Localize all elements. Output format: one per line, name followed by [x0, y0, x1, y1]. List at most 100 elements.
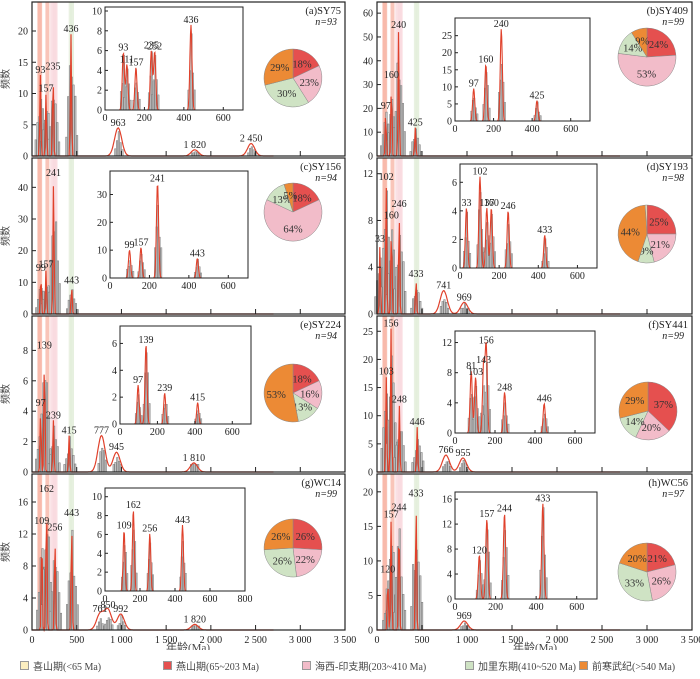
pie-slice-label: 23%	[300, 78, 320, 89]
histogram-bar	[99, 451, 102, 473]
pie-chart: 18% 23%30% 29%	[263, 48, 323, 108]
plot-frame	[376, 473, 693, 631]
pie-slice-label: 9%	[635, 36, 649, 47]
sample-count: n=93	[315, 17, 337, 28]
inset-peak-label: 93	[118, 43, 128, 54]
x-axis-label: 年龄(Ma)	[513, 640, 557, 650]
histogram-bar	[445, 461, 448, 473]
histogram-bar	[443, 299, 446, 315]
y-tick-label: 10	[363, 411, 373, 422]
x-tick-label: 3 000	[636, 635, 659, 646]
highlight-band	[70, 316, 75, 472]
histogram-bar	[411, 141, 414, 157]
inset-y-tick-label: 10	[92, 492, 102, 503]
histogram-bar	[56, 446, 59, 473]
sample-count: n=99	[662, 331, 684, 342]
histogram-bar	[394, 111, 397, 157]
pie-slice	[263, 547, 297, 578]
inset-x-tick-label: 800	[238, 594, 253, 605]
pie-slice	[283, 182, 294, 213]
histogram-bar	[418, 144, 421, 157]
peak-label: 120	[380, 565, 395, 576]
inset-y-tick-label: 0	[97, 106, 102, 117]
inset-peak-label: 160	[478, 55, 493, 66]
inset-y-tick-label: 10	[92, 7, 102, 18]
histogram-bar	[74, 95, 77, 157]
highlight-band	[382, 2, 387, 156]
y-tick-label: 0	[368, 626, 373, 637]
histogram-bar	[97, 463, 100, 473]
histogram-bar	[74, 463, 77, 473]
inset-peak-label: 157	[133, 237, 148, 248]
inset-y-tick-label: 4	[452, 206, 457, 217]
histogram-bar	[460, 307, 463, 315]
inset-y-tick-label: 0	[97, 587, 102, 598]
y-tick-label: 25	[363, 327, 373, 338]
pie-slice	[646, 542, 676, 573]
histogram-bar	[36, 609, 39, 631]
inset-peak-label: 160	[484, 198, 499, 209]
inset-peak-label: 111	[120, 54, 134, 65]
pie-slice	[617, 562, 653, 602]
histogram-bar	[114, 148, 117, 157]
legend-label: 前寒武纪(>540 Ma)	[592, 662, 676, 673]
peak-label: 433	[408, 269, 423, 280]
pie-slice-label: 26%	[273, 557, 293, 568]
peak-label: 244	[391, 503, 406, 514]
pie-slice	[618, 381, 649, 419]
inset-peak-label: 443	[175, 515, 190, 526]
pie-slice-label: 20%	[627, 554, 647, 565]
pie-slice-label: 20%	[642, 423, 662, 434]
x-tick-label: 2 500	[244, 635, 267, 646]
pie-slice	[635, 410, 670, 441]
histogram-bar	[42, 129, 45, 157]
inset-y-tick-label: 2	[452, 235, 457, 246]
plot-frame	[31, 1, 346, 157]
inset-plot: 0 200 400 600 0 2 4 6 97 139 239 415	[112, 325, 252, 438]
histogram-bar	[191, 464, 194, 473]
inset-histogram-bar	[507, 575, 510, 600]
inset-x-tick-label: 400	[528, 436, 543, 447]
inset-x-tick-label: 200	[133, 594, 148, 605]
histogram-bar	[35, 458, 38, 473]
sample-count: n=97	[662, 489, 685, 500]
panel-label: (d)SY193	[647, 162, 688, 173]
inset-peak-label: 162	[126, 500, 141, 511]
histogram-bar	[67, 96, 70, 157]
inset-peak-label: 139	[139, 335, 154, 346]
histogram-bar	[447, 461, 450, 473]
y-tick-label: 60	[363, 9, 373, 20]
inset-y-tick-label: 4	[97, 549, 102, 560]
inset-frame	[454, 330, 596, 434]
highlight-band	[415, 2, 420, 156]
inset-histogram-bar	[125, 86, 127, 111]
histogram-bar	[35, 307, 38, 315]
inset-peak-label: 239	[157, 383, 172, 394]
inset-histogram-bar	[152, 79, 155, 111]
inset-y-tick-label: 6	[97, 530, 102, 541]
x-tick-label: 0	[30, 635, 35, 646]
histogram-bar	[395, 444, 398, 473]
y-tick-label: 8	[23, 346, 28, 357]
highlight-band	[415, 158, 420, 314]
y-tick-label: 20	[363, 487, 373, 498]
inset-x-tick-label: 0	[103, 594, 108, 605]
histogram-bar	[462, 307, 465, 315]
y-tick-label: 6	[23, 376, 28, 387]
inset-x-tick-label: 600	[568, 436, 583, 447]
legend-swatch	[163, 661, 172, 670]
inset-frame	[459, 163, 598, 269]
pie-slice	[292, 547, 323, 578]
pie-slice	[264, 77, 309, 108]
histogram-bar	[73, 298, 76, 315]
legend-swatch	[20, 661, 29, 670]
histogram-bar	[60, 612, 63, 631]
pie-slice-label: 29%	[270, 63, 290, 74]
histogram-bar	[56, 260, 59, 315]
inset-frame	[119, 325, 252, 425]
pie-slice-label: 26%	[271, 532, 291, 543]
